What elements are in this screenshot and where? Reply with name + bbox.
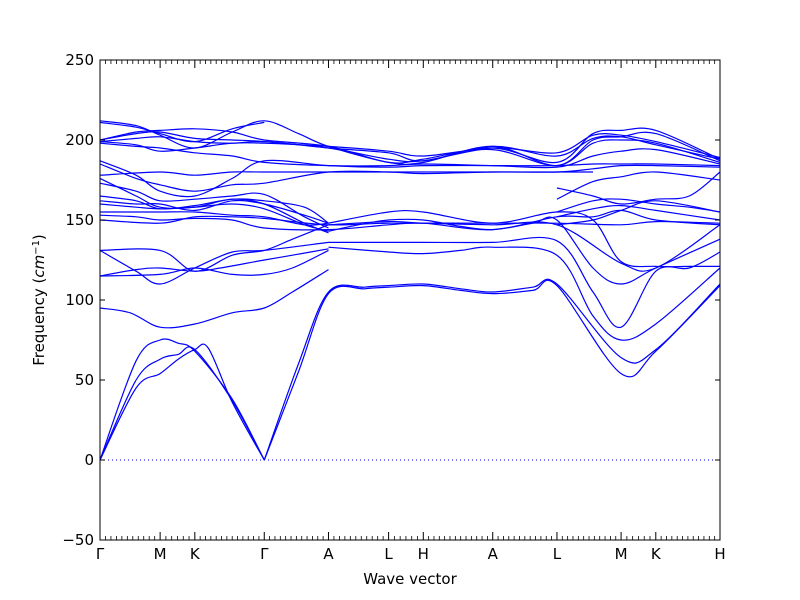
- y-tick-label: 0: [84, 451, 94, 469]
- x-tick-label: M: [154, 545, 167, 563]
- branch-line-7: [99, 224, 329, 272]
- branch-line-16: [99, 215, 721, 226]
- x-tick-label: L: [553, 545, 562, 563]
- branch-line-14: [328, 209, 720, 268]
- x-tick-label: Γ: [96, 545, 105, 563]
- y-axis-unit-exponent: −1: [31, 240, 42, 255]
- branch-line-1: [99, 338, 265, 461]
- branch-line-9: [263, 279, 721, 461]
- y-axis-ticks: −50 0 50 100 150 200 250: [62, 51, 720, 549]
- y-axis-title-text: Frequency: [30, 288, 48, 366]
- branch-line-15: [328, 220, 721, 272]
- branch-line-33: [99, 139, 721, 167]
- x-tick-label: A: [488, 545, 499, 563]
- y-tick-label: −50: [62, 531, 94, 549]
- branch-line-30: [99, 163, 721, 192]
- x-tick-label: A: [323, 545, 334, 563]
- x-axis-title: Wave vector: [363, 570, 457, 588]
- branch-line-5: [99, 249, 329, 277]
- branch-line-8: [99, 241, 329, 285]
- branch-line-20: [99, 199, 329, 224]
- y-axis-unit: cm: [30, 255, 48, 278]
- x-tick-label: M: [615, 545, 628, 563]
- branch-line-21: [99, 195, 329, 224]
- branch-line-18: [100, 211, 329, 226]
- y-tick-label: 150: [65, 211, 94, 229]
- branch-line-22: [99, 182, 329, 229]
- branch-line-4: [99, 269, 329, 329]
- branch-line-26: [556, 200, 721, 226]
- branch-line-6: [99, 248, 329, 277]
- branch-line-25: [556, 198, 721, 213]
- branch-line-35: [99, 131, 721, 163]
- y-tick-label: 100: [65, 291, 94, 309]
- branch-line-28: [556, 171, 721, 205]
- branch-line-23: [99, 177, 329, 234]
- x-tick-label: K: [651, 545, 662, 563]
- x-tick-label: H: [714, 545, 725, 563]
- plot-frame: [99, 59, 721, 541]
- branch-line-34: [99, 135, 721, 162]
- branch-line-31: [99, 159, 721, 198]
- branch-line-17: [99, 209, 721, 231]
- branch-line-11: [328, 246, 721, 341]
- branch-line-32: [99, 142, 721, 169]
- x-tick-label: K: [190, 545, 201, 563]
- y-tick-label: 50: [75, 371, 94, 389]
- x-tick-label: H: [418, 545, 429, 563]
- phonon-branches: [99, 120, 721, 461]
- y-tick-label: 200: [65, 131, 94, 149]
- branch-line-10: [263, 278, 721, 461]
- branch-line-19: [99, 203, 329, 232]
- x-minor-ticks: [105, 60, 716, 540]
- y-tick-label: 250: [65, 51, 94, 69]
- y-axis-title: Frequency (cm−1): [30, 234, 48, 366]
- x-tick-label: L: [384, 545, 393, 563]
- x-tick-label: Γ: [260, 545, 269, 563]
- branch-line-27: [556, 171, 721, 200]
- branch-line-2: [99, 346, 265, 461]
- branch-line-3: [99, 343, 265, 461]
- branch-line-38: [99, 121, 265, 143]
- branch-line-24: [556, 204, 721, 221]
- branch-line-37: [99, 120, 721, 167]
